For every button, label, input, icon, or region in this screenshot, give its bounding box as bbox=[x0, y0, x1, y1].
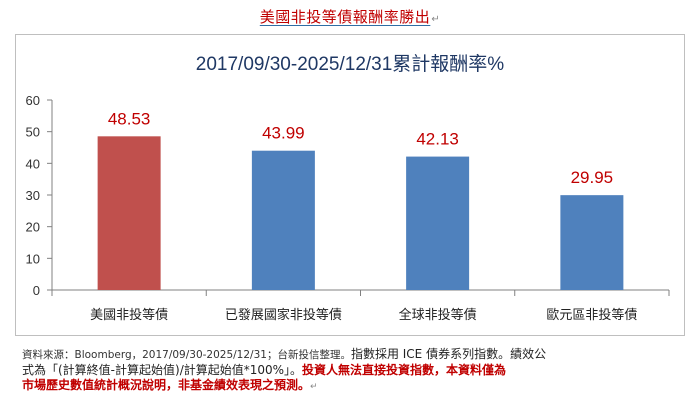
y-tick-label: 20 bbox=[26, 220, 40, 235]
footnote-index-note-2: 式為「(計算終值-計算起始值)/計算起始值*100%」。 bbox=[22, 363, 303, 377]
footnote-warning-1: 投資人無法直接投資指數，本資料僅為 bbox=[302, 363, 507, 377]
y-tick-label: 50 bbox=[26, 125, 40, 140]
paragraph-mark: ↵ bbox=[431, 14, 441, 25]
x-tick-label: 已發展國家非投等債 bbox=[225, 307, 342, 323]
y-tick-label: 40 bbox=[26, 156, 40, 171]
y-tick-label: 30 bbox=[26, 188, 40, 203]
paragraph-mark: ↵ bbox=[310, 382, 318, 392]
footnote-index-note-1: 指數採用 ICE 債券系列指數。績效公 bbox=[350, 347, 547, 361]
data-label: 48.53 bbox=[108, 109, 151, 128]
data-label: 42.13 bbox=[416, 130, 459, 149]
footnote: 資料來源：Bloomberg，2017/09/30-2025/12/31；台新投… bbox=[22, 347, 692, 395]
x-tick-label: 歐元區非投等債 bbox=[546, 307, 637, 323]
bar bbox=[560, 195, 624, 290]
headline: 美國非投等債報酬率勝出↵ bbox=[0, 6, 700, 27]
y-tick-label: 0 bbox=[33, 283, 40, 298]
data-label: 29.95 bbox=[571, 168, 614, 187]
data-label: 43.99 bbox=[262, 124, 305, 143]
y-tick-label: 10 bbox=[26, 251, 40, 266]
bar bbox=[406, 156, 470, 290]
x-tick-label: 美國非投等債 bbox=[90, 307, 168, 323]
footnote-source: 資料來源：Bloomberg，2017/09/30-2025/12/31；台新投… bbox=[22, 349, 351, 361]
x-tick-label: 全球非投等債 bbox=[399, 307, 477, 323]
y-tick-label: 60 bbox=[26, 93, 40, 108]
bar bbox=[251, 150, 315, 290]
chart-title: 2017/09/30-2025/12/31累計報酬率% bbox=[196, 53, 505, 75]
headline-text: 美國非投等債報酬率勝出 bbox=[259, 8, 431, 26]
bar bbox=[97, 136, 161, 290]
footnote-warning-2: 市場歷史數值統計概況說明，非基金績效表現之預測。 bbox=[22, 378, 311, 392]
